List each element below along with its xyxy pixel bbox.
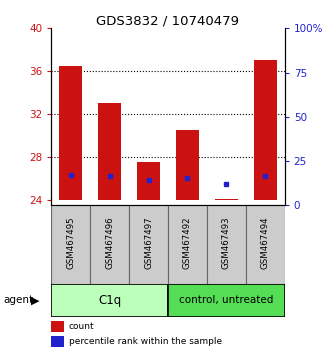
Text: GSM467492: GSM467492: [183, 217, 192, 269]
Bar: [51, 205, 90, 284]
Text: GSM467495: GSM467495: [66, 217, 75, 269]
Bar: [129, 205, 168, 284]
Bar: [51, 321, 64, 332]
Text: GSM467497: GSM467497: [144, 217, 153, 269]
Bar: [59, 66, 82, 200]
Bar: [168, 284, 285, 317]
Bar: [246, 205, 285, 284]
Bar: [214, 199, 238, 200]
Text: agent: agent: [3, 295, 33, 306]
Text: count: count: [69, 322, 94, 331]
Bar: [137, 162, 160, 200]
Text: ▶: ▶: [31, 295, 40, 306]
Text: percentile rank within the sample: percentile rank within the sample: [69, 337, 222, 346]
Bar: [176, 130, 199, 200]
Text: GSM467493: GSM467493: [222, 217, 231, 269]
Text: C1q: C1q: [98, 294, 121, 307]
Bar: [98, 103, 121, 200]
Bar: [51, 336, 64, 347]
Bar: [254, 61, 277, 200]
Bar: [168, 205, 207, 284]
Bar: [90, 205, 129, 284]
Bar: [51, 284, 168, 317]
Bar: [207, 205, 246, 284]
Text: control, untreated: control, untreated: [179, 295, 273, 306]
Text: GSM467494: GSM467494: [261, 217, 270, 269]
Title: GDS3832 / 10740479: GDS3832 / 10740479: [96, 14, 240, 27]
Text: GSM467496: GSM467496: [105, 217, 114, 269]
